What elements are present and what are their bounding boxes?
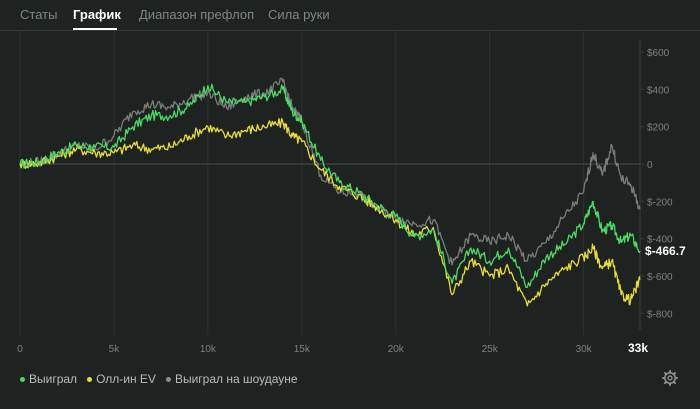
tab-bar: Статы График Диапазон префлоп Сила руки — [0, 0, 700, 31]
y-tick-label: $-600 — [647, 272, 673, 283]
y-tick-label: 0 — [647, 160, 653, 171]
legend-item-allin-ev[interactable]: Олл-ин EV — [87, 372, 156, 386]
series-line-won[interactable] — [19, 83, 641, 289]
profit-chart[interactable]: $600 $400 $200 0 $-200 $-400 $-600 $-800 0 5k 10k 1… — [0, 30, 700, 370]
y-tick-label: $-200 — [647, 197, 673, 208]
x-tick-label: 15k — [294, 344, 311, 355]
legend-item-showdown[interactable]: Выиграл на шоудауне — [165, 372, 298, 386]
legend-label-won: Выиграл — [29, 372, 78, 386]
tab-hand-strength[interactable]: Сила руки — [268, 7, 330, 22]
legend-dot-allin-ev — [87, 376, 93, 382]
legend-dot-showdown — [165, 376, 171, 382]
x-tick-label: 20k — [388, 344, 405, 355]
x-tick-label: 30k — [576, 344, 593, 355]
x-tick-label: 33k — [628, 341, 648, 355]
y-tick-label: $600 — [647, 48, 670, 59]
x-tick-label: 0 — [17, 344, 23, 355]
legend-item-won[interactable]: Выиграл — [20, 372, 77, 386]
tab-stats[interactable]: Статы — [20, 7, 58, 22]
legend: Выиграл Олл-ин EV Выиграл на шоудауне — [20, 372, 298, 386]
settings-gear-icon[interactable] — [662, 370, 678, 386]
y-tick-label: $-400 — [647, 235, 673, 246]
tab-graph[interactable]: График — [73, 7, 121, 22]
active-tab-indicator — [73, 28, 117, 30]
current-value-label: $-466.7 — [645, 244, 686, 258]
legend-label-showdown: Выиграл на шоудауне — [174, 372, 298, 386]
x-tick-label: 25k — [482, 344, 499, 355]
y-tick-label: $200 — [647, 123, 670, 134]
x-tick-label: 10k — [200, 344, 217, 355]
x-tick-label: 5k — [109, 344, 121, 355]
tab-preflop-range[interactable]: Диапазон префлоп — [139, 7, 255, 22]
y-tick-label: $400 — [647, 85, 670, 96]
series-line-allin-ev[interactable] — [19, 117, 641, 307]
legend-dot-won — [20, 376, 25, 382]
y-tick-label: $-800 — [647, 309, 673, 320]
legend-label-allin-ev: Олл-ин EV — [96, 372, 156, 386]
current-value-bg — [643, 243, 695, 259]
